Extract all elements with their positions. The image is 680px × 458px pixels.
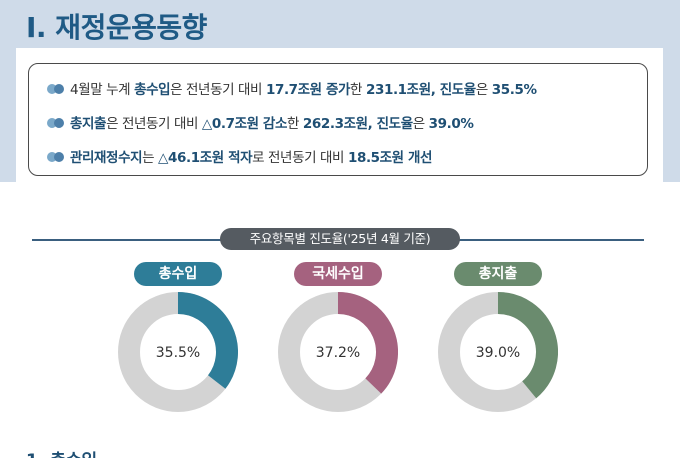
emph: 총수입 xyxy=(134,82,171,98)
donut-value: 35.5% xyxy=(156,345,200,361)
donut-value: 39.0% xyxy=(476,345,520,361)
progress-caption: 주요항목별 진도율('25년 4월 기준) xyxy=(220,228,460,250)
donut-chart-tax-revenue: 국세수입 37.2% xyxy=(278,262,398,422)
emph: 관리재정수지 xyxy=(70,150,143,166)
donut-svg: 35.5% xyxy=(118,292,238,412)
donut-svg: 39.0% xyxy=(438,292,558,412)
page-title: Ⅰ. 재정운용동향 xyxy=(26,11,207,44)
summary-line-balance: 관리재정수지는 △46.1조원 적자로 전년동기 대비 18.5조원 개선 xyxy=(47,146,432,166)
emph: 17.7조원 증가 xyxy=(265,82,351,98)
bullet-icon xyxy=(47,117,67,129)
donut-arc xyxy=(497,292,558,399)
emph: △46.1조원 적자 xyxy=(158,150,253,166)
donut-arc xyxy=(177,292,238,389)
donut-label: 국세수입 xyxy=(294,262,382,286)
text: 로 전년동기 대비 xyxy=(252,150,348,166)
emph: 35.5% xyxy=(491,82,537,98)
donut-value: 37.2% xyxy=(316,345,360,361)
emph: △0.7조원 감소 xyxy=(201,116,287,132)
donut-chart-expenditure: 총지출 39.0% xyxy=(438,262,558,422)
emph: 262.3조원, 진도율 xyxy=(302,116,413,132)
text: 은 전년동기 대비 xyxy=(170,82,266,98)
next-section-heading: 1. 총수입 xyxy=(26,446,97,458)
donut-label: 총수입 xyxy=(134,262,222,286)
text: 한 xyxy=(350,82,366,98)
donut-svg: 37.2% xyxy=(278,292,398,412)
emph: 231.1조원, 진도율 xyxy=(365,82,476,98)
summary-line-expenditure: 총지출은 전년동기 대비 △0.7조원 감소한 262.3조원, 진도율은 39… xyxy=(47,112,474,132)
donut-chart-revenue: 총수입 35.5% xyxy=(118,262,238,422)
emph: 18.5조원 개선 xyxy=(347,150,433,166)
donut-arc xyxy=(337,292,398,394)
bullet-icon xyxy=(47,151,67,163)
bullet-icon xyxy=(47,83,67,95)
emph: 39.0% xyxy=(428,116,474,132)
text: 은 xyxy=(412,116,429,132)
text: 한 xyxy=(286,116,303,132)
text: 은 전년동기 대비 xyxy=(106,116,202,132)
text: 는 xyxy=(142,150,159,166)
emph: 총지출 xyxy=(70,116,107,132)
text: 은 xyxy=(475,82,492,98)
summary-box: 4월말 누계 총수입은 전년동기 대비 17.7조원 증가한 231.1조원, … xyxy=(28,63,648,176)
donut-label: 총지출 xyxy=(454,262,542,286)
summary-line-revenue: 4월말 누계 총수입은 전년동기 대비 17.7조원 증가한 231.1조원, … xyxy=(47,78,537,98)
text: 4월말 누계 xyxy=(70,82,135,98)
